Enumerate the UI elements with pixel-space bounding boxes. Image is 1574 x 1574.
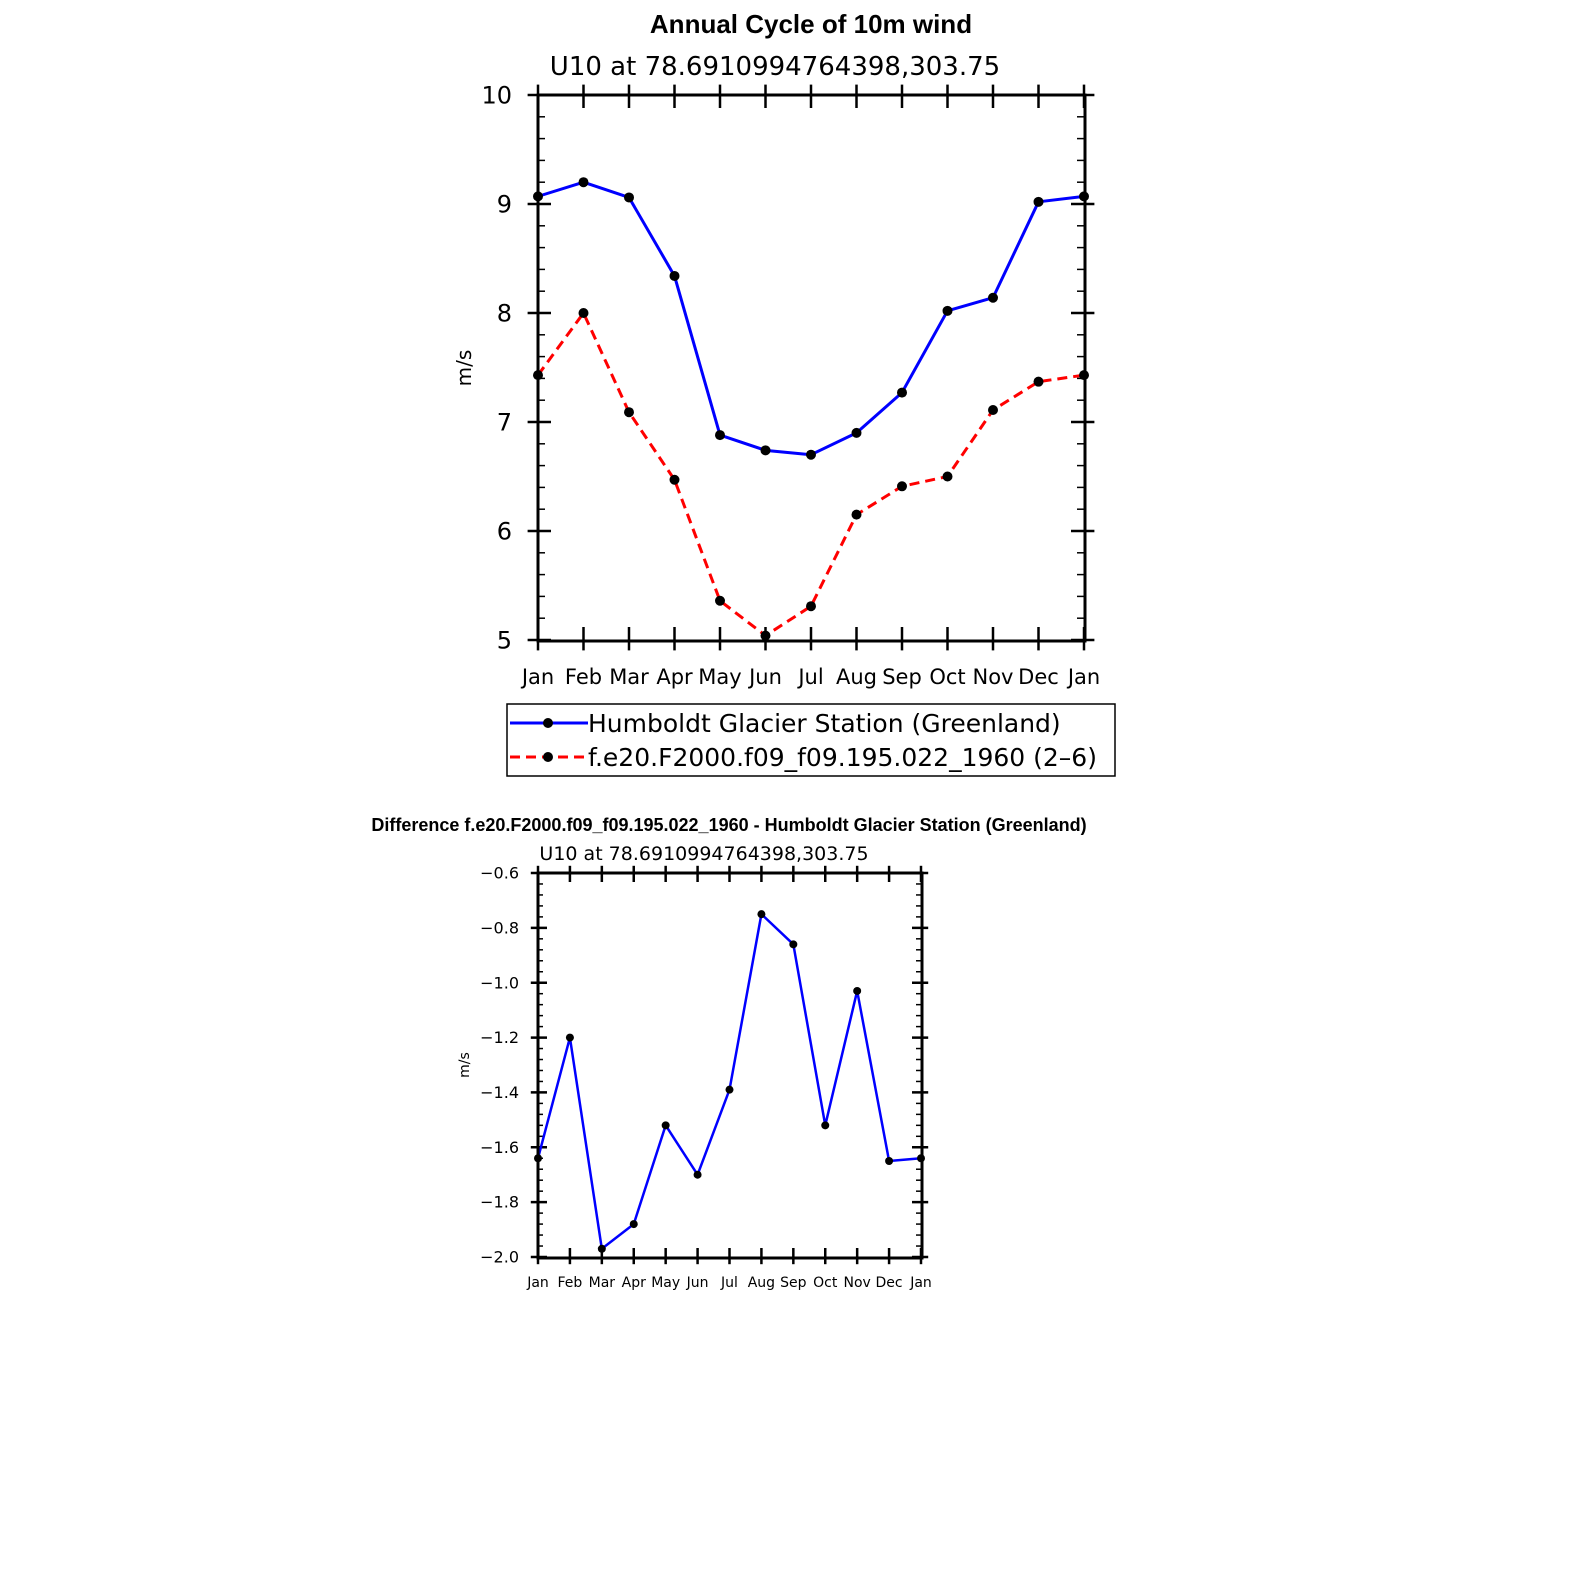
bottom-y-tick-labels: −2.0 −1.8 −1.6 −1.4 −1.2 −1.0 −0.8 −0.6 <box>480 864 519 1267</box>
x-tick-label: Mar <box>609 665 649 689</box>
y-tick-label: −1.6 <box>480 1138 519 1157</box>
x-tick-label: Oct <box>929 665 965 689</box>
x-tick-label: Dec <box>876 1275 903 1291</box>
x-tick-label: Jul <box>720 1275 738 1291</box>
x-tick-label: Apr <box>656 665 693 689</box>
series-1-point <box>715 595 725 606</box>
series-1-point <box>669 474 680 485</box>
series-0-point <box>1033 196 1044 207</box>
legend-item-observed: Humboldt Glacier Station (Greenland) <box>510 709 1061 738</box>
annual-cycle-chart: Annual Cycle of 10m wind U10 at 78.69109… <box>452 9 1116 777</box>
y-axis-label: m/s <box>452 350 476 387</box>
x-tick-label: May <box>651 1275 680 1291</box>
legend-swatch-marker <box>543 718 553 728</box>
legend: Humboldt Glacier Station (Greenland) f.e… <box>506 703 1116 777</box>
x-tick-label: Mar <box>589 1275 616 1291</box>
y-tick-label: 10 <box>481 81 512 109</box>
y-tick-label: −0.8 <box>480 918 519 937</box>
y-tick-label: 7 <box>497 408 512 436</box>
x-tick-label: Jan <box>520 665 554 689</box>
series-1-point <box>806 601 816 612</box>
y-tick-label: 5 <box>497 626 512 654</box>
series-1-point <box>851 509 862 520</box>
top-x-tick-labels: Jan Feb Mar Apr May Jun Jul Aug Sep Oct Nov Dec Jan <box>520 665 1100 689</box>
difference-chart: Difference f.e20.F2000.f09_f09.195.022_1… <box>371 815 1086 1291</box>
series-0-point <box>853 986 862 995</box>
x-tick-label: Feb <box>565 665 602 689</box>
chart-title: Difference f.e20.F2000.f09_f09.195.022_1… <box>371 815 1086 835</box>
series-0-point <box>988 292 998 303</box>
x-tick-label: Jan <box>1066 665 1100 689</box>
plot-frame <box>536 93 1087 643</box>
series-0-point <box>669 270 680 281</box>
legend-item-model: f.e20.F2000.f09_f09.195.022_1960 (2–6) <box>510 743 1097 772</box>
x-tick-label: Aug <box>748 1275 775 1291</box>
legend-box <box>506 703 1116 777</box>
chart-subtitle: U10 at 78.6910994764398,303.75 <box>539 843 868 865</box>
y-tick-label: 8 <box>497 299 512 327</box>
x-tick-label: May <box>698 665 741 689</box>
series-1-point <box>897 481 907 492</box>
y-axis-label: m/s <box>457 1052 473 1078</box>
series-0-point <box>725 1085 734 1094</box>
legend-swatch-marker <box>543 752 553 762</box>
x-tick-label: Apr <box>622 1275 646 1291</box>
series-0-point <box>693 1170 702 1179</box>
series-0-point <box>624 192 634 203</box>
x-tick-label: Sep <box>780 1275 807 1291</box>
series-1-point <box>624 407 634 418</box>
y-tick-label: −2.0 <box>480 1248 519 1267</box>
series-0-point <box>597 1244 606 1253</box>
x-tick-label: Jun <box>747 665 782 689</box>
series-0-point <box>661 1121 670 1130</box>
series-0-point <box>885 1157 894 1165</box>
x-tick-label: Feb <box>558 1275 583 1291</box>
x-tick-label: Jan <box>909 1275 932 1291</box>
series-1-point <box>1033 376 1044 387</box>
x-tick-label: Jul <box>796 665 823 689</box>
bottom-x-tick-labels: Jan Feb Mar Apr May Jun Jul Aug Sep Oct Nov Dec Jan <box>526 1275 932 1291</box>
x-tick-label: Jun <box>686 1275 709 1291</box>
series-1-point <box>942 471 953 482</box>
series-0-point <box>565 1033 574 1042</box>
series-0-point <box>806 449 816 460</box>
y-tick-label: −1.2 <box>480 1028 519 1047</box>
y-tick-label: −1.8 <box>480 1193 519 1212</box>
chart-title: Annual Cycle of 10m wind <box>650 9 972 39</box>
top-y-tick-labels: 5 6 7 8 9 10 <box>481 81 512 654</box>
top-series-group <box>533 177 1089 641</box>
x-tick-label: Jan <box>526 1275 549 1291</box>
chart-subtitle: U10 at 78.6910994764398,303.75 <box>550 52 1000 82</box>
bottom-series-group <box>534 910 925 1253</box>
series-1-point <box>760 630 771 641</box>
series-0-point <box>942 305 953 316</box>
x-tick-label: Dec <box>1018 665 1059 689</box>
y-tick-label: 9 <box>497 190 512 218</box>
series-0-point <box>789 940 798 949</box>
series-0-point <box>578 177 589 188</box>
x-tick-label: Nov <box>844 1275 871 1291</box>
series-0-point <box>897 387 907 398</box>
x-tick-label: Sep <box>882 665 922 689</box>
x-tick-label: Aug <box>836 665 877 689</box>
y-tick-label: −1.4 <box>480 1083 519 1102</box>
x-tick-label: Oct <box>813 1275 838 1291</box>
x-tick-label: Nov <box>973 665 1014 689</box>
series-0-point <box>757 910 766 919</box>
series-1-point <box>988 405 998 416</box>
plot-frame <box>536 871 924 1260</box>
series-0-point <box>851 427 862 438</box>
legend-label: f.e20.F2000.f09_f09.195.022_1960 (2–6) <box>588 743 1097 772</box>
legend-label: Humboldt Glacier Station (Greenland) <box>588 709 1061 738</box>
series-0-point <box>821 1121 830 1130</box>
y-tick-label: 6 <box>497 517 512 545</box>
y-tick-label: −1.0 <box>480 973 519 992</box>
y-tick-label: −0.6 <box>480 864 519 883</box>
series-0-point <box>760 445 771 456</box>
series-0-point <box>715 430 725 441</box>
series-1-point <box>578 308 589 318</box>
series-0-point <box>629 1220 638 1229</box>
